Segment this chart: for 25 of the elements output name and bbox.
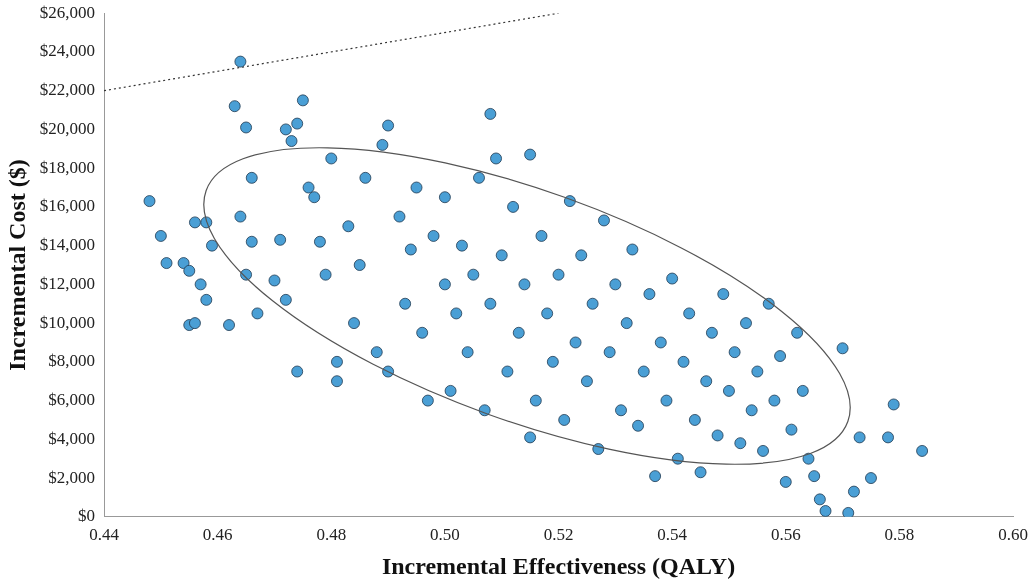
- x-tick-label: 0.46: [202, 525, 233, 545]
- y-tick-label: $6,000: [48, 390, 96, 410]
- y-tick-label: $18,000: [39, 157, 96, 177]
- x-tick-label: 0.60: [998, 525, 1028, 545]
- x-tick-label: 0.44: [89, 525, 120, 545]
- x-tick-label: 0.50: [430, 525, 460, 545]
- x-tick-label: 0.58: [884, 525, 915, 545]
- x-axis-title: Incremental Effectiveness (QALY): [381, 552, 736, 579]
- y-axis-title: Incremental Cost ($): [3, 159, 30, 371]
- x-tick-label: 0.52: [543, 525, 574, 545]
- x-tick-label: 0.56: [770, 525, 801, 545]
- y-tick-label: $12,000: [39, 273, 96, 293]
- y-tick-label: $14,000: [39, 235, 96, 255]
- y-tick-label: $2,000: [48, 467, 96, 487]
- y-tick-label: $24,000: [39, 41, 96, 61]
- x-tick-label: 0.54: [657, 525, 688, 545]
- y-tick-label: $22,000: [39, 80, 96, 100]
- y-tick-label: $10,000: [39, 312, 96, 332]
- y-tick-label: $26,000: [39, 2, 96, 22]
- y-tick-label: $0: [78, 506, 96, 526]
- y-tick-label: $20,000: [39, 118, 96, 138]
- y-tick-label: $8,000: [48, 351, 96, 371]
- x-tick-label: 0.48: [316, 525, 347, 545]
- y-tick-label: $4,000: [48, 428, 96, 448]
- y-tick-label: $16,000: [39, 196, 96, 216]
